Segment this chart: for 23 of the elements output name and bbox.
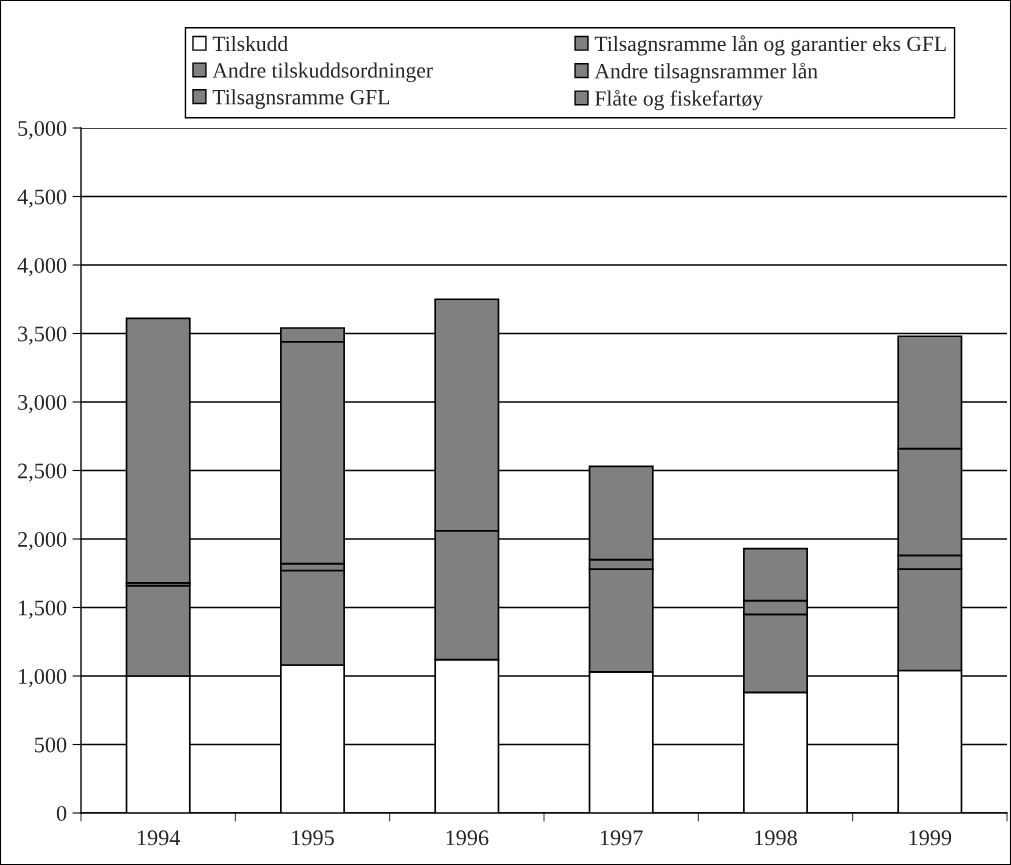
x-tick-label: 1997 [600,830,643,846]
x-tick-label: 1994 [137,830,181,846]
y-tick-label: 5,000 [18,120,67,140]
legend-label: Andre tilsagnsrammer lån [594,62,818,83]
x-tick-label: 1999 [909,830,952,846]
legend-label: Tilsagnsramme GFL [212,89,390,109]
y-tick-label: 2,500 [18,463,67,482]
y-tick-label: 1,500 [19,600,67,619]
x-tick-label: 1998 [755,830,797,846]
legend-label: Flåte og fiskefartøy [595,89,763,111]
y-tick-label: 3,500 [18,326,67,345]
y-tick-label: 4,000 [17,257,67,277]
y-tick-label: 1,000 [19,668,67,688]
legend-label: Tilsagnsramme lån og garantier eks GFL [594,35,946,56]
legend-label: Andre tilskuddsordninger [212,62,433,83]
y-tick-label: 4,500 [17,189,67,208]
y-tick-label: 3,000 [18,394,67,414]
y-tick-label: 0 [56,805,67,821]
y-tick-label: 2,000 [18,531,67,551]
x-tick-label: 1995 [292,830,334,846]
legend-label: Tilskudd [212,35,288,52]
y-tick-label: 500 [35,737,67,753]
x-tick-label: 1996 [446,830,489,846]
